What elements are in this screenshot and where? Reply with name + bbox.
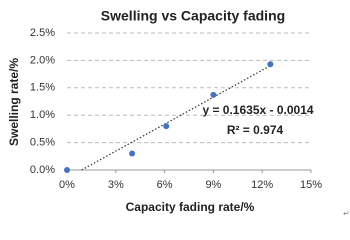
x-tick-label: 3% [108,179,124,191]
r-squared: R² = 0.974 [227,123,284,137]
y-tick-label: 1.5% [30,82,55,94]
chart: Swelling vs Capacity fading Capacity fad… [7,8,350,218]
paragraph-mark: ↵ [343,209,350,218]
point [267,61,274,68]
x-tick-label: 0% [59,179,75,191]
x-tick-label: 9% [205,179,221,191]
trendline [81,64,273,171]
y-tick-label: 0.5% [30,137,55,149]
point [64,167,70,173]
y-tick-label: 2.0% [30,54,55,66]
point [210,91,217,98]
x-tick-label: 6% [157,179,173,191]
page: {"chart_data": {"type": "scatter", "titl… [7,7,350,219]
x-axis-title: Capacity fading rate/% [126,200,255,214]
x-tick-label: 12% [251,179,273,191]
equation: y = 0.1635x - 0.0014 [202,103,313,117]
y-axis-title: Swelling rate/% [7,58,21,146]
y-tick-label: 0.0% [30,164,55,176]
point [129,150,136,157]
point [163,123,170,130]
y-tick-label: 1.0% [30,109,55,121]
x-tick-label: 15% [300,179,322,191]
y-tick-label: 2.5% [30,27,55,39]
chart-title: Swelling vs Capacity fading [101,8,285,24]
